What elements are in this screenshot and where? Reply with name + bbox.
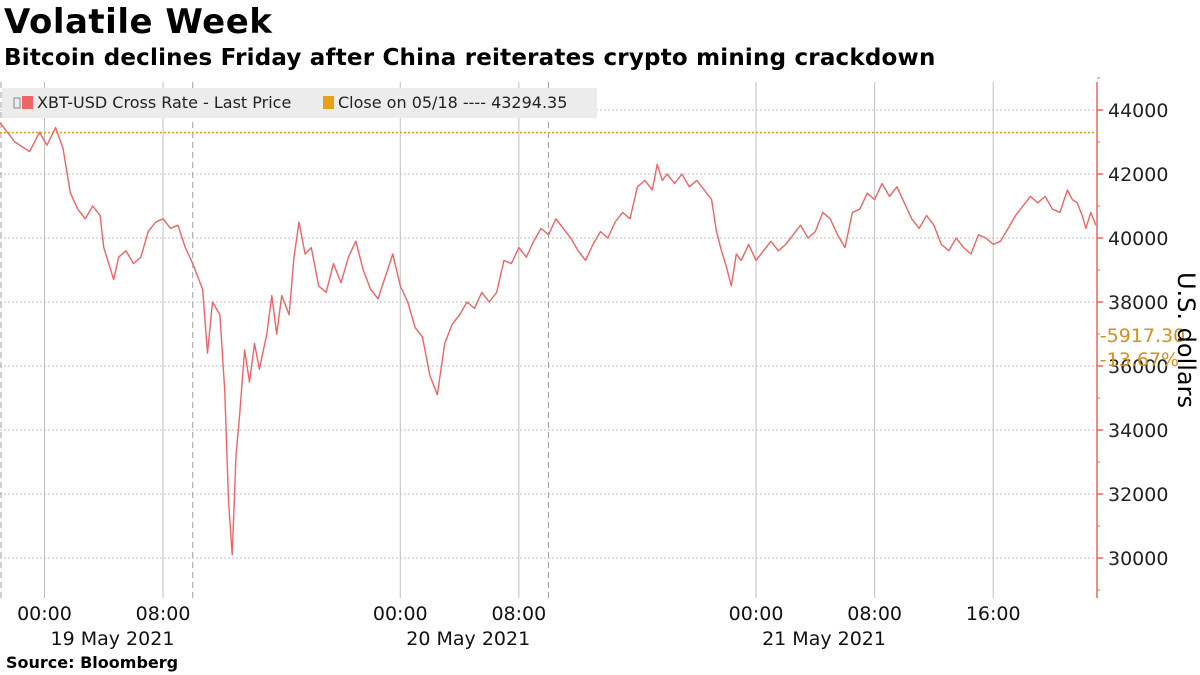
- axes: 30000 32000 34000 36000 38000 40000 42000 44000…: [17, 77, 1168, 650]
- x-date-label: 21 May 2021: [762, 628, 886, 650]
- x-tick-label: 16:00: [966, 603, 1021, 625]
- percent-annotation: -13.67%: [1100, 349, 1179, 371]
- y-tick-label: 36000: [1108, 356, 1168, 378]
- grid: [0, 82, 1097, 598]
- x-tick-label: 00:00: [17, 603, 72, 625]
- x-date-label: 20 May 2021: [406, 628, 530, 650]
- y-tick-label: 40000: [1108, 228, 1168, 250]
- series-line-xbt-usd: [0, 122, 1097, 556]
- x-tick-label: 00:00: [373, 603, 428, 625]
- legend-swatch-reference: [323, 96, 334, 109]
- y-axis-label: U.S. dollars: [1172, 272, 1200, 408]
- x-date-label: 19 May 2021: [51, 628, 175, 650]
- chart-title: Volatile Week: [4, 2, 273, 42]
- y-tick-label: 32000: [1108, 484, 1168, 506]
- y-tick-label: 34000: [1108, 420, 1168, 442]
- annotations: -5917.30 -13.67%: [1100, 325, 1185, 371]
- legend-toggle-icon[interactable]: [13, 97, 21, 109]
- series-group: [0, 122, 1097, 556]
- legend-label-series: XBT-USD Cross Rate - Last Price: [37, 93, 291, 112]
- x-tick-label: 00:00: [729, 603, 784, 625]
- x-tick-label: 08:00: [847, 603, 902, 625]
- y-tick-label: 44000: [1108, 100, 1168, 122]
- x-tick-label: 08:00: [491, 603, 546, 625]
- legend-background: [2, 88, 597, 118]
- x-tick-label: 08:00: [136, 603, 191, 625]
- legend-label-reference: Close on 05/18 ---- 43294.35: [338, 93, 567, 112]
- y-tick-label: 42000: [1108, 164, 1168, 186]
- chart-subtitle: Bitcoin declines Friday after China reit…: [4, 45, 936, 71]
- source-note: Source: Bloomberg: [6, 653, 179, 672]
- change-annotation: -5917.30: [1100, 325, 1185, 347]
- legend-swatch-series: [22, 96, 33, 109]
- legend: XBT-USD Cross Rate - Last Price Close on…: [2, 88, 597, 118]
- y-tick-label: 38000: [1108, 292, 1168, 314]
- y-tick-label: 30000: [1108, 548, 1168, 570]
